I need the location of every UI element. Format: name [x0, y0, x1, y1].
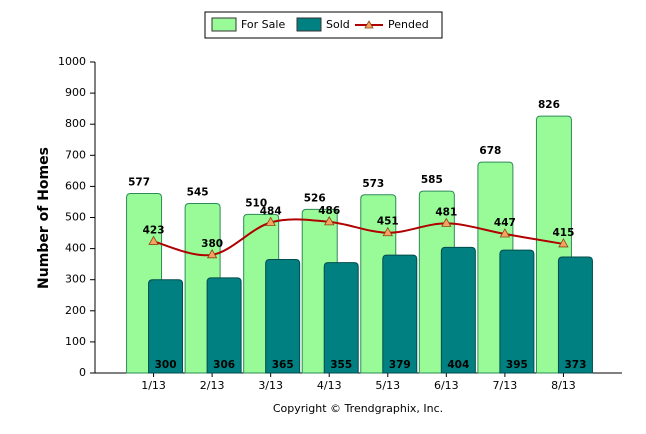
data-label: 481: [435, 206, 457, 218]
data-label: 395: [506, 359, 528, 371]
y-axis-title: Number of Homes: [36, 147, 52, 289]
data-label: 404: [447, 359, 469, 371]
data-label: 526: [304, 192, 326, 204]
marker: [558, 238, 569, 248]
legend: For Sale Sold Pended: [204, 11, 443, 39]
data-label: 447: [494, 217, 516, 229]
marker: [206, 249, 218, 259]
data-label: 826: [538, 99, 560, 111]
legend-swatch: [211, 17, 237, 32]
data-label: 451: [377, 216, 399, 228]
data-label: 355: [330, 359, 352, 371]
bar: [148, 279, 184, 374]
bar: [499, 249, 535, 374]
data-label: 300: [155, 359, 177, 371]
x-tick-label: 2/13: [200, 379, 225, 392]
x-tick-label: 1/13: [141, 379, 166, 392]
y-tick-label: 400: [65, 242, 86, 255]
marker: [265, 216, 276, 226]
y-tick-label: 600: [65, 179, 86, 192]
line: [153, 218, 564, 257]
data-label: 415: [552, 227, 574, 239]
legend-swatch: [296, 17, 322, 32]
footer: Copyright © Trendgraphix, Inc.: [273, 402, 443, 415]
x-tick-label: 6/13: [434, 379, 459, 392]
legend-label: Sold: [326, 18, 350, 31]
y-tick-label: 700: [65, 148, 86, 161]
y-tick-label: 500: [65, 211, 86, 224]
data-label: 573: [362, 178, 384, 190]
data-label: 380: [201, 238, 223, 250]
data-label: 585: [421, 174, 443, 186]
legend-box: [204, 11, 443, 39]
legend-marker: [364, 20, 374, 29]
y-tick-label: 100: [65, 335, 86, 348]
x-tick-label: 3/13: [258, 379, 283, 392]
x-tick-label: 5/13: [375, 379, 400, 392]
marker: [382, 226, 393, 237]
bar: [557, 256, 593, 374]
y-tick-label: 300: [65, 273, 86, 286]
x-tick-label: 4/13: [317, 379, 342, 392]
data-label: 510: [245, 197, 267, 209]
x-tick-label: 8/13: [551, 379, 576, 392]
x-tick-label: 7/13: [493, 379, 518, 392]
y-tick-label: 900: [65, 86, 86, 99]
marker: [148, 235, 159, 245]
legend-label: For Sale: [241, 18, 285, 31]
bar: [382, 254, 418, 374]
y-tick-label: 1000: [58, 55, 86, 68]
bar: [323, 262, 359, 374]
y-tick-label: 800: [65, 117, 86, 130]
y-tick-label: 200: [65, 304, 86, 317]
marker: [441, 217, 452, 227]
data-label: 373: [564, 359, 586, 371]
data-label: 678: [479, 145, 501, 157]
data-label: 577: [128, 177, 150, 189]
marker: [499, 228, 511, 238]
data-label: 545: [187, 187, 209, 199]
marker: [324, 216, 335, 226]
data-label: 365: [272, 359, 294, 371]
data-label: 379: [389, 359, 411, 371]
bar: [440, 246, 476, 374]
data-label: 486: [318, 205, 340, 217]
legend-label: Pended: [388, 18, 429, 31]
bar: [206, 277, 242, 374]
bar: [265, 258, 301, 374]
data-label: 484: [260, 205, 282, 217]
y-tick-label: 0: [79, 366, 86, 379]
data-label: 306: [213, 359, 235, 371]
data-label: 423: [143, 224, 165, 236]
